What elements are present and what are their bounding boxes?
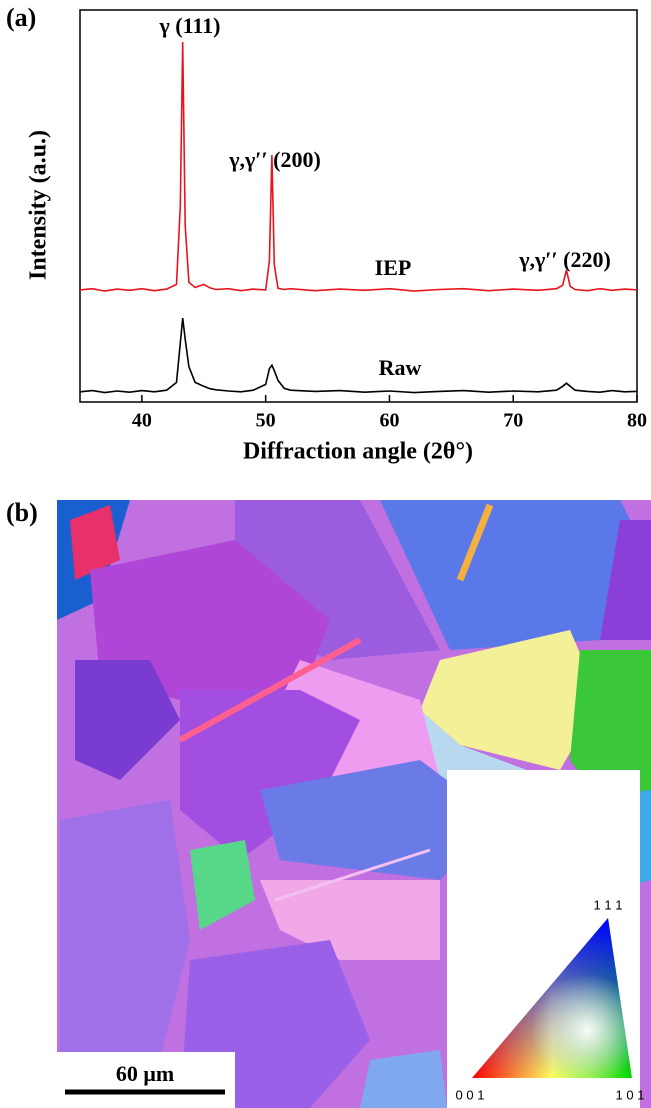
- x-tick-label: 50: [256, 410, 276, 432]
- peak-annotation: γ (111): [158, 13, 220, 38]
- x-tick-label: 70: [503, 410, 523, 432]
- scale-bar-label: 60 μm: [116, 1061, 174, 1086]
- x-tick-label: 60: [379, 410, 399, 432]
- x-tick-label: 80: [627, 410, 647, 432]
- plot: 40 50 60 70 80 IEP Raw γ (111) γ,γ′′ (200) γ,γ′′ …: [79, 13, 647, 432]
- peak-annotation: γ,γ′′ (220): [518, 247, 611, 272]
- peak-annotation: γ,γ′′ (200): [228, 147, 321, 172]
- panel-label: (a): [6, 3, 36, 32]
- x-axis-label: Diffraction angle (2θ°): [243, 439, 473, 465]
- y-axis-label: Intensity (a.u.): [26, 130, 52, 280]
- plot-frame: [79, 9, 638, 403]
- legend-label: 0 0 1: [456, 1087, 485, 1102]
- panel-label: (b): [6, 498, 38, 527]
- legend-label: 1 1 1: [594, 897, 623, 912]
- ebsd-map: 60 μm 1 1 1 0 0 1 1 0 1: [57, 500, 651, 1108]
- series-label: Raw: [379, 355, 422, 380]
- series-label: IEP: [375, 255, 412, 280]
- series-line: [79, 318, 638, 394]
- series-line: [79, 42, 638, 292]
- legend-label: 1 0 1: [616, 1087, 645, 1102]
- x-tick-label: 40: [132, 410, 152, 432]
